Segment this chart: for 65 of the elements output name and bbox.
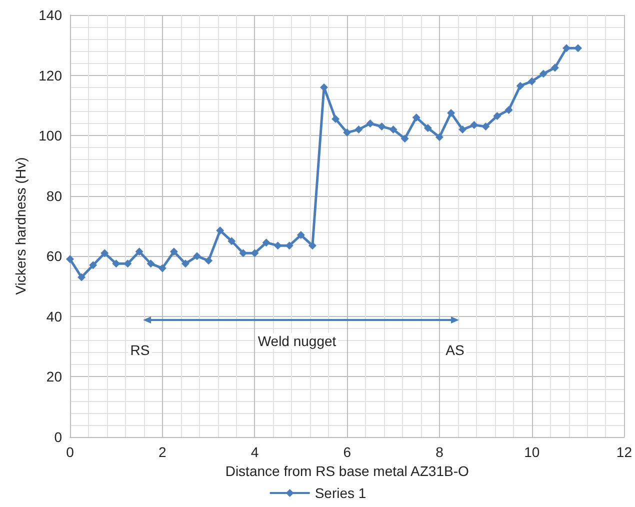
point — [78, 273, 86, 282]
point — [193, 252, 202, 260]
x-tick-label: 0 — [66, 444, 74, 460]
y-axis-title: Vickers hardness (Hv) — [12, 157, 29, 295]
point — [66, 255, 74, 264]
point — [354, 126, 363, 134]
point — [250, 249, 259, 258]
point — [378, 122, 386, 131]
point — [550, 64, 559, 72]
annotation: RS — [130, 342, 150, 358]
point — [493, 112, 502, 120]
point — [100, 249, 109, 258]
point — [424, 124, 432, 132]
point — [447, 108, 456, 117]
point — [228, 237, 236, 246]
point — [170, 248, 178, 256]
point — [89, 261, 98, 270]
point — [516, 82, 524, 90]
point — [574, 44, 582, 52]
point — [308, 242, 316, 250]
point — [389, 126, 398, 134]
y-tick-label: 0 — [54, 429, 62, 445]
x-tick-label: 10 — [524, 444, 540, 460]
y-tick-label: 40 — [46, 308, 62, 324]
point — [296, 231, 305, 240]
point — [112, 260, 120, 268]
point — [239, 249, 248, 258]
point — [412, 113, 420, 122]
y-tick-label: 80 — [46, 188, 62, 204]
point — [146, 260, 155, 268]
x-tick-label: 8 — [436, 444, 444, 460]
point — [458, 126, 467, 134]
y-tick-label: 100 — [38, 128, 62, 144]
point — [470, 121, 478, 130]
y-tick-label: 60 — [46, 248, 62, 264]
point — [435, 133, 444, 142]
point — [504, 106, 513, 114]
annotation: AS — [446, 342, 464, 358]
legend-label: Series 1 — [314, 485, 366, 501]
point — [528, 77, 536, 86]
point — [366, 120, 374, 128]
x-tick-label: 12 — [616, 444, 632, 460]
point — [285, 242, 294, 250]
x-axis-title: Distance from RS base metal AZ31B-O — [225, 462, 469, 479]
point — [539, 70, 548, 78]
point — [332, 114, 340, 123]
point — [262, 238, 270, 247]
point — [343, 128, 352, 137]
x-tick-label: 4 — [250, 444, 259, 460]
point — [204, 256, 213, 265]
y-tick-label: 140 — [38, 7, 62, 23]
point — [158, 264, 166, 272]
point — [135, 248, 144, 256]
point — [124, 260, 132, 268]
y-tick-label: 20 — [46, 368, 62, 385]
annotation: Weld nugget — [258, 333, 336, 349]
point — [562, 44, 570, 52]
point — [216, 226, 224, 235]
point — [482, 122, 490, 131]
x-tick-label: 2 — [158, 444, 166, 460]
x-tick-label: 6 — [343, 444, 352, 460]
point — [181, 260, 190, 268]
y-tick-label: 120 — [38, 67, 62, 84]
point — [274, 242, 282, 250]
point — [400, 134, 409, 143]
